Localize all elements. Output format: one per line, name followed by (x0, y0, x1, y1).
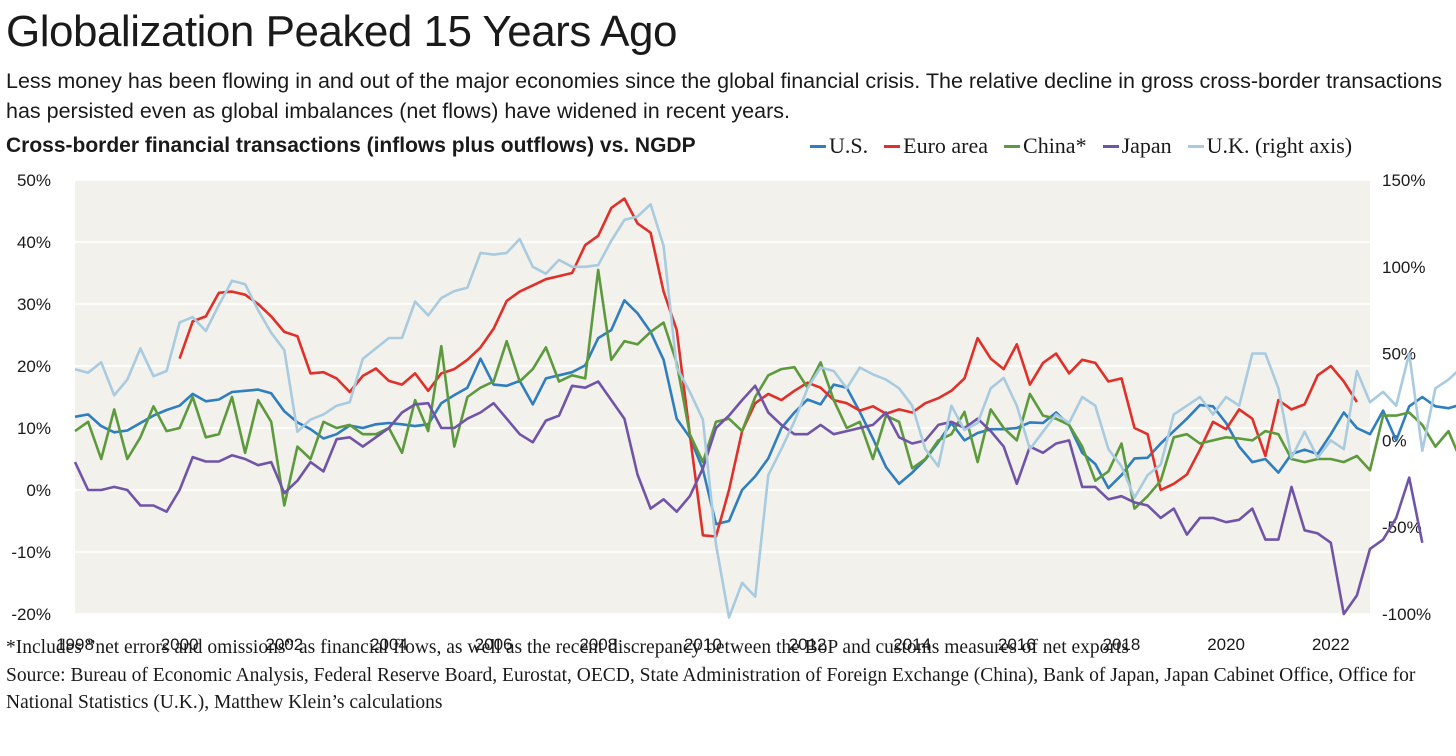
footnotes: *Includes ”net errors and omissions” as … (6, 634, 1452, 717)
y-tick-label: 30% (17, 295, 51, 314)
legend-label: Euro area (903, 133, 989, 158)
x-tick-label: 2008 (579, 635, 617, 654)
y2-tick-label: -100% (1382, 605, 1431, 624)
legend-item: U.K. (right axis) (1187, 133, 1353, 159)
legend-swatch (884, 144, 901, 148)
legend-swatch (1187, 144, 1204, 148)
y2-tick-label: 150% (1382, 171, 1425, 190)
y-tick-label: 20% (17, 357, 51, 376)
y-tick-label: -20% (11, 605, 51, 624)
y2-tick-label: 100% (1382, 258, 1425, 277)
legend-label: U.S. (829, 133, 869, 158)
x-tick-label: 2016 (998, 635, 1036, 654)
legend-swatch (1102, 144, 1119, 148)
legend: U.S. Euro area China* Japan U.K. (right axis… (810, 133, 1352, 159)
legend-swatch (810, 144, 826, 148)
series-line-japan (73, 380, 1424, 616)
y-tick-label: 10% (17, 419, 51, 438)
chart-header: Cross-border financial transactions (inf… (6, 134, 696, 157)
y-tick-label: 50% (17, 171, 51, 190)
x-tick-label: 2010 (684, 635, 722, 654)
x-tick-label: 2002 (265, 635, 303, 654)
chart-subtitle: Less money has been flowing in and out o… (6, 69, 1443, 123)
series-line-euro-area (178, 197, 1358, 538)
x-tick-label: 2020 (1207, 635, 1245, 654)
y2-tick-label: -50% (1382, 518, 1422, 537)
x-tick-label: 2004 (370, 635, 408, 654)
x-tick-label: 2018 (1103, 635, 1141, 654)
x-tick-label: 2006 (475, 635, 513, 654)
legend-label: Japan (1121, 133, 1172, 158)
y-tick-label: -10% (11, 543, 51, 562)
series-line-u-k-right-axis (74, 202, 1456, 619)
series-line-u-s (74, 299, 1456, 526)
y-tick-label: 0% (26, 481, 51, 500)
x-tick-label: 2012 (789, 635, 827, 654)
x-tick-label: 2022 (1312, 635, 1350, 654)
footnote-note: *Includes ”net errors and omissions” as … (6, 637, 1129, 658)
legend-label: U.K. (right axis) (1206, 133, 1353, 158)
y-tick-label: 40% (17, 233, 51, 252)
x-tick-label: 2000 (161, 635, 199, 654)
x-tick-label: 1998 (56, 635, 94, 654)
legend-item: Japan (1102, 133, 1172, 159)
legend-item: U.S. (810, 133, 868, 159)
plot-background (75, 180, 1370, 614)
chart-svg: 50%40%30%20%10%0%-10%-20%150%100%50%0%-5… (11, 171, 1456, 654)
legend-label: China* (1023, 133, 1087, 158)
series-line-china (74, 268, 1456, 510)
x-tick-label: 2014 (893, 635, 931, 654)
legend-item: Euro area (884, 133, 988, 159)
footnote-source: Source: Bureau of Economic Analysis, Fed… (6, 664, 1416, 714)
y2-tick-label: 0% (1382, 431, 1407, 450)
legend-swatch (1004, 144, 1021, 148)
chart-title: Globalization Peaked 15 Years Ago (6, 7, 677, 56)
legend-item: China* (1004, 133, 1087, 159)
